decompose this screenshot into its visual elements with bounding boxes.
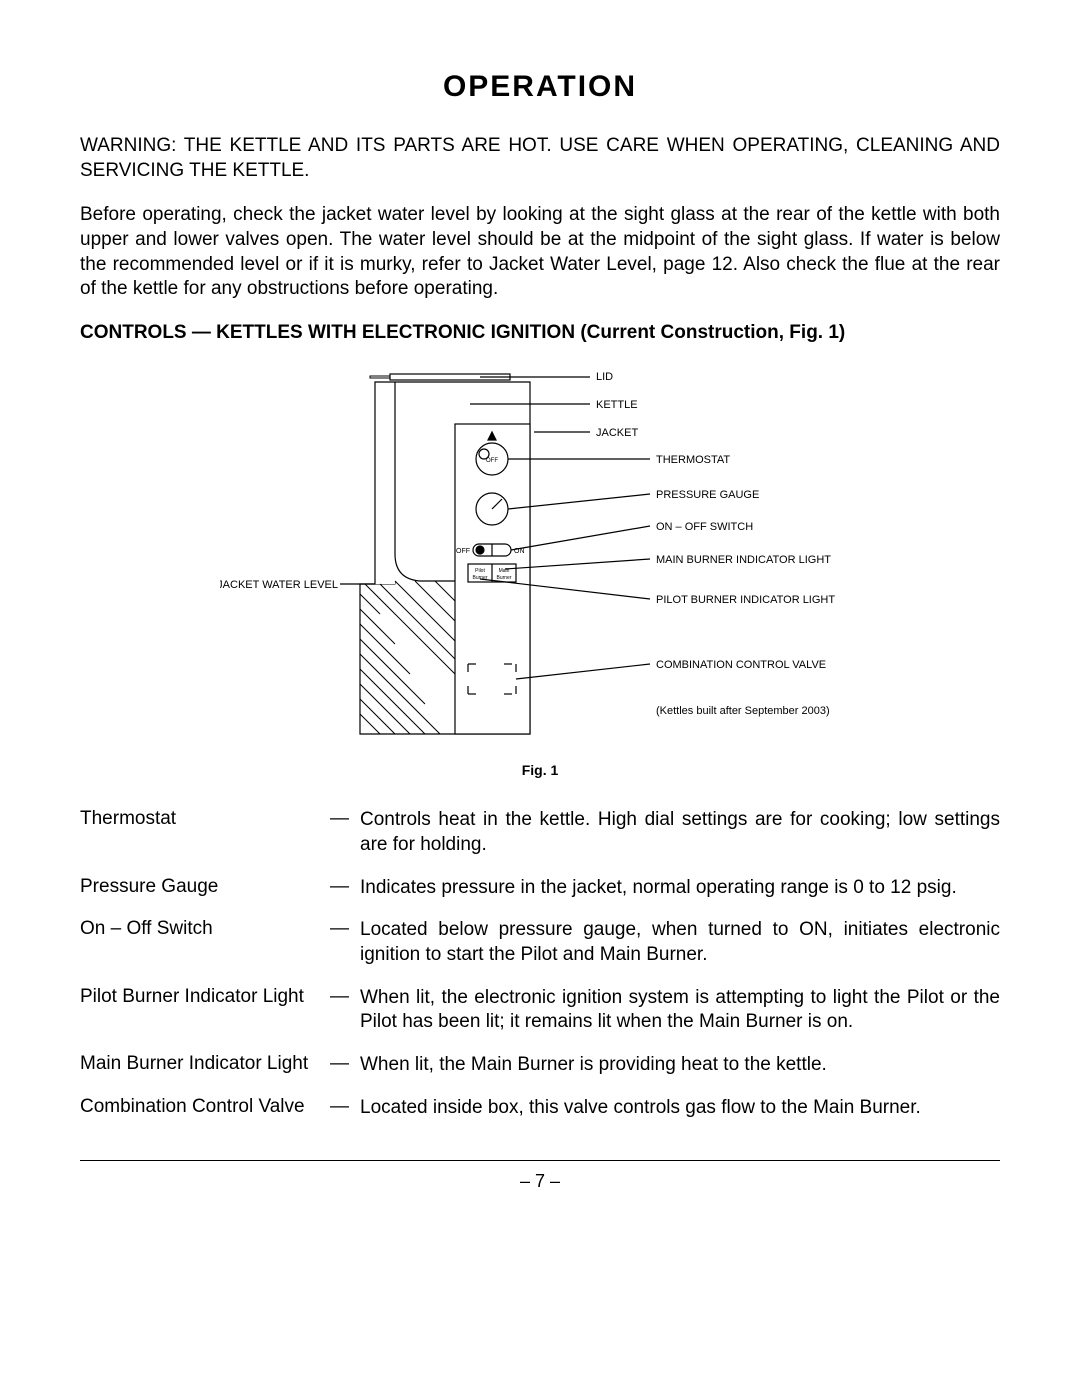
lid-label: LID: [596, 371, 613, 383]
def-desc: When lit, the electronic ignition system…: [360, 986, 1000, 1035]
def-desc: Indicates pressure in the jacket, normal…: [360, 876, 1000, 901]
thermostat-label: THERMOSTAT: [656, 454, 730, 466]
pressure-label: PRESSURE GAUGE: [656, 489, 759, 501]
switch-knob: [476, 546, 484, 554]
off-switch-label: OFF: [456, 548, 470, 555]
def-term: Pilot Burner Indicator Light: [80, 986, 330, 1008]
main-burner-label: MAIN BURNER INDICATOR LIGHT: [656, 554, 831, 566]
def-dash: —: [330, 876, 360, 898]
def-desc: Controls heat in the kettle. High dial s…: [360, 808, 1000, 857]
warning-text: WARNING: THE KETTLE AND ITS PARTS ARE HO…: [80, 135, 1000, 181]
def-dash: —: [330, 1053, 360, 1075]
off-dial-label: OFF: [486, 458, 498, 464]
pilot-burner-label: PILOT BURNER INDICATOR LIGHT: [656, 594, 835, 606]
def-row: Pressure Gauge — Indicates pressure in t…: [80, 876, 1000, 901]
page-footer: – 7 –: [80, 1160, 1000, 1192]
def-desc: Located below pressure gauge, when turne…: [360, 918, 1000, 967]
page: OPERATION WARNING: THE KETTLE AND ITS PA…: [0, 0, 1080, 1397]
def-term: Main Burner Indicator Light: [80, 1053, 330, 1075]
def-term: Thermostat: [80, 808, 330, 830]
def-dash: —: [330, 1096, 360, 1118]
page-title: OPERATION: [80, 70, 1000, 104]
warning-paragraph: WARNING: THE KETTLE AND ITS PARTS ARE HO…: [80, 134, 1000, 183]
controls-heading: CONTROLS — KETTLES WITH ELECTRONIC IGNIT…: [80, 322, 1000, 344]
leader-combo: [516, 664, 650, 679]
def-term: Pressure Gauge: [80, 876, 330, 898]
leader-onoff: [511, 526, 650, 550]
combo-valve-label: COMBINATION CONTROL VALVE: [656, 659, 826, 671]
jacket-label: JACKET: [596, 427, 638, 439]
def-desc: When lit, the Main Burner is providing h…: [360, 1053, 1000, 1078]
onoff-label: ON – OFF SWITCH: [656, 521, 753, 533]
def-row: Combination Control Valve — Located insi…: [80, 1096, 1000, 1121]
def-row: Main Burner Indicator Light — When lit, …: [80, 1053, 1000, 1078]
definitions-list: Thermostat — Controls heat in the kettle…: [80, 808, 1000, 1120]
jacket-water-label: JACKET WATER LEVEL: [220, 579, 338, 591]
kettle-diagram: OFF OFF ON Pilot Burner Main Burner: [220, 354, 860, 754]
def-row: Thermostat — Controls heat in the kettle…: [80, 808, 1000, 857]
figure-container: OFF OFF ON Pilot Burner Main Burner: [80, 354, 1000, 754]
def-row: On – Off Switch — Located below pressure…: [80, 918, 1000, 967]
hatching: [360, 581, 455, 734]
def-dash: —: [330, 808, 360, 830]
def-dash: —: [330, 918, 360, 940]
page-number: – 7 –: [520, 1171, 560, 1191]
def-term: Combination Control Valve: [80, 1096, 330, 1118]
def-desc: Located inside box, this valve controls …: [360, 1096, 1000, 1121]
lid-handle: [370, 376, 390, 378]
figure-caption: Fig. 1: [80, 762, 1000, 778]
def-term: On – Off Switch: [80, 918, 330, 940]
intro-paragraph: Before operating, check the jacket water…: [80, 203, 1000, 302]
def-row: Pilot Burner Indicator Light — When lit,…: [80, 986, 1000, 1035]
kettle-label: KETTLE: [596, 399, 638, 411]
main-box-label2: Burner: [496, 575, 511, 581]
pilot-box-label1: Pilot: [475, 568, 485, 574]
note-label: (Kettles built after September 2003): [656, 705, 830, 717]
def-dash: —: [330, 986, 360, 1008]
